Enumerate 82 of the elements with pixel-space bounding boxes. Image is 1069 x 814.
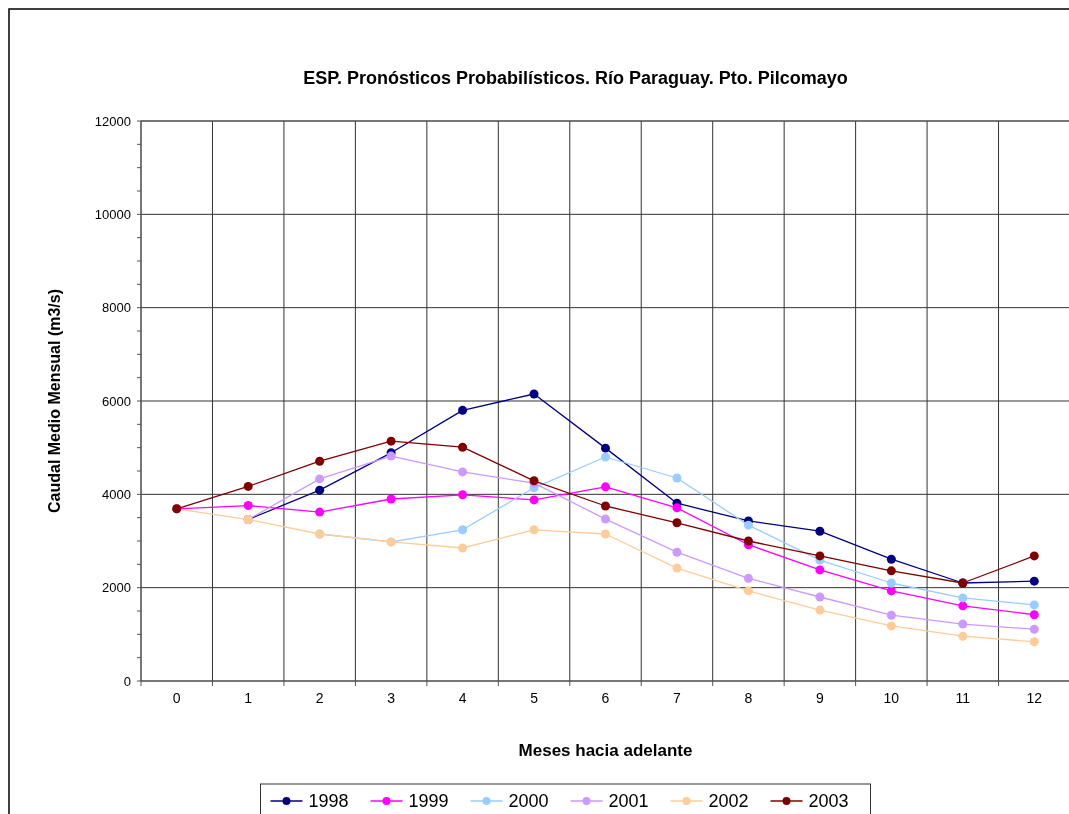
- point: [243, 481, 253, 491]
- point: [743, 586, 753, 596]
- point: [458, 405, 468, 415]
- point: [815, 565, 825, 575]
- point: [1029, 576, 1039, 586]
- x-tick-label: 2: [315, 690, 324, 706]
- y-tick-label: 0: [123, 673, 131, 689]
- point: [815, 551, 825, 561]
- point: [886, 578, 896, 588]
- legend-label: 2000: [508, 791, 549, 812]
- point: [815, 592, 825, 602]
- y-tick-label: 12000: [94, 113, 131, 129]
- point: [1029, 624, 1039, 634]
- x-tick-label: 7: [673, 690, 682, 706]
- point: [243, 501, 253, 511]
- point: [958, 601, 968, 611]
- point: [672, 503, 682, 513]
- point: [529, 495, 539, 505]
- point: [743, 536, 753, 546]
- point: [958, 619, 968, 629]
- point: [529, 389, 539, 399]
- x-tick-label: 5: [530, 690, 539, 706]
- chart-title: ESP. Pronósticos Probabilísticos. Río Paraguay. Pto. Pilcomayo: [303, 68, 848, 88]
- point: [458, 467, 468, 477]
- point: [315, 456, 325, 466]
- x-tick-label: 12: [1026, 690, 1043, 706]
- point: [886, 621, 896, 631]
- point: [886, 586, 896, 596]
- point: [386, 494, 396, 504]
- x-tick-label: 9: [815, 690, 824, 706]
- point: [672, 518, 682, 528]
- point: [1029, 551, 1039, 561]
- point: [815, 526, 825, 536]
- point: [315, 485, 325, 495]
- point: [1029, 610, 1039, 620]
- point: [601, 514, 610, 524]
- y-tick-label: 6000: [102, 393, 131, 409]
- point: [743, 520, 753, 530]
- legend-label: 1998: [308, 791, 349, 812]
- legend-label: 2001: [608, 791, 649, 812]
- x-axis-title: Meses hacia adelante: [518, 741, 693, 760]
- point: [601, 482, 610, 492]
- point: [815, 605, 825, 615]
- x-tick-label: 1: [244, 690, 253, 706]
- point: [601, 452, 610, 462]
- x-tick-label: 11: [955, 690, 971, 706]
- y-tick-label: 2000: [102, 580, 131, 596]
- x-tick-label: 6: [601, 690, 610, 706]
- point: [958, 631, 968, 641]
- point: [958, 593, 968, 603]
- y-tick-label: 10000: [94, 206, 131, 222]
- legend-label: 2002: [708, 791, 749, 812]
- point: [315, 507, 325, 517]
- point: [601, 443, 610, 453]
- legend-label: 1999: [408, 791, 449, 812]
- point: [458, 543, 468, 553]
- y-tick-label: 4000: [102, 486, 131, 502]
- point: [672, 547, 682, 557]
- point: [886, 610, 896, 620]
- point: [458, 442, 468, 452]
- point: [458, 490, 468, 500]
- x-tick-label: 4: [458, 690, 467, 706]
- x-tick-label: 0: [172, 690, 181, 706]
- y-axis-title: Caudal Medio Mensual (m3/s): [46, 288, 63, 514]
- point: [1029, 600, 1039, 610]
- point: [1029, 637, 1039, 647]
- point: [743, 573, 753, 583]
- x-tick-label: 8: [744, 690, 753, 706]
- point: [386, 436, 396, 446]
- x-tick-label: 3: [387, 690, 396, 706]
- point: [315, 474, 325, 484]
- point: [601, 501, 610, 511]
- y-tick-label: 8000: [102, 300, 131, 316]
- point: [886, 554, 896, 564]
- legend-label: 2003: [808, 791, 849, 812]
- point: [529, 525, 539, 535]
- point: [458, 525, 468, 535]
- point: [672, 473, 682, 483]
- point: [886, 566, 896, 576]
- x-tick-label: 10: [883, 690, 900, 706]
- point: [601, 529, 610, 539]
- point: [672, 563, 682, 573]
